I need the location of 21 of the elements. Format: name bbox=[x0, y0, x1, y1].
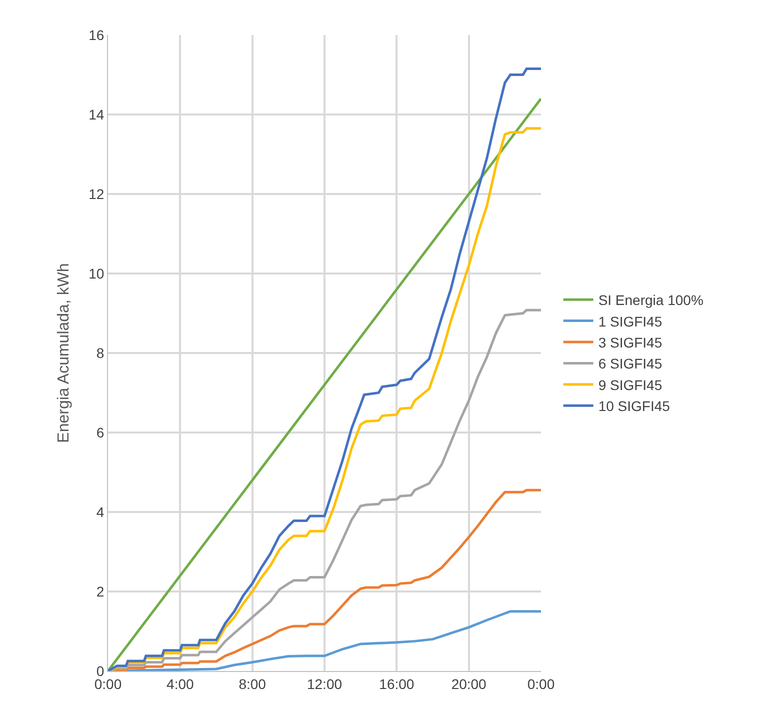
legend-label: 3 SIGFI45 bbox=[598, 334, 662, 350]
y-tick-label: 14 bbox=[88, 106, 104, 122]
x-tick-label: 20:00 bbox=[451, 676, 487, 692]
y-tick-label: 10 bbox=[88, 265, 104, 282]
y-tick-label: 4 bbox=[96, 504, 104, 520]
x-tick-label: 16:00 bbox=[379, 676, 414, 692]
y-tick-label: 12 bbox=[88, 186, 104, 202]
y-tick-label: 16 bbox=[88, 26, 104, 43]
y-tick-label: 2 bbox=[96, 583, 104, 600]
y-tick-label: 6 bbox=[96, 424, 104, 440]
legend-label: 1 SIGFI45 bbox=[598, 313, 662, 330]
y-tick-label: 8 bbox=[96, 344, 104, 361]
legend-label: 6 SIGFI45 bbox=[598, 356, 662, 372]
y-axis-title: Energia Acumulada, kWh bbox=[56, 263, 73, 443]
x-tick-label: 0:00 bbox=[527, 676, 555, 692]
x-tick-label: 12:00 bbox=[306, 676, 342, 692]
legend-label: 9 SIGFI45 bbox=[598, 376, 662, 393]
x-tick-label: 8:00 bbox=[238, 676, 266, 692]
legend-label: 10 SIGFI45 bbox=[598, 398, 670, 414]
x-tick-label: 4:00 bbox=[166, 676, 194, 692]
legend-label: SI Energia 100% bbox=[598, 292, 704, 308]
